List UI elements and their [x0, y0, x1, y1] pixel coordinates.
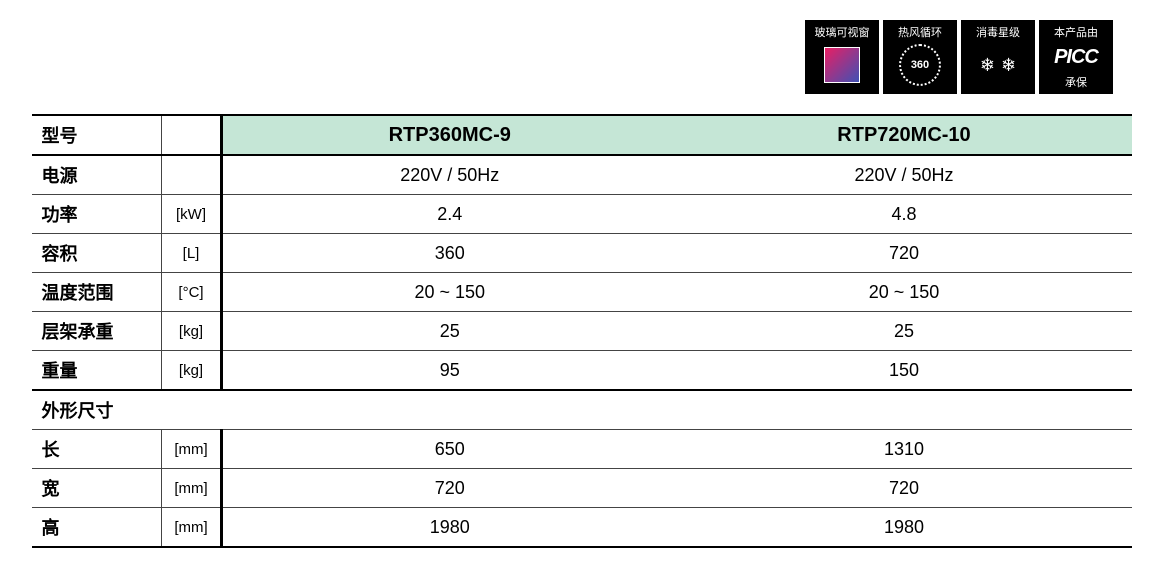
spec-table: 型号 RTP360MC-9 RTP720MC-10 电源 220V / 50Hz…	[32, 114, 1132, 548]
badge-title: 玻璃可视窗	[815, 24, 870, 40]
row-unit: [mm]	[162, 430, 222, 469]
row-value: 720	[677, 234, 1132, 273]
row-unit: [mm]	[162, 508, 222, 548]
row-label: 重量	[32, 351, 162, 391]
row-label: 容积	[32, 234, 162, 273]
row-value: 20 ~ 150	[222, 273, 677, 312]
table-row: 温度范围 [°C] 20 ~ 150 20 ~ 150	[32, 273, 1132, 312]
badge-glass-window: 玻璃可视窗	[805, 20, 879, 94]
table-row: 高 [mm] 1980 1980	[32, 508, 1132, 548]
badge-hot-air: 热风循环 360	[883, 20, 957, 94]
badge-bottom: 承保	[1065, 74, 1087, 90]
table-row: 长 [mm] 650 1310	[32, 430, 1132, 469]
row-unit	[162, 155, 222, 195]
table-row: 电源 220V / 50Hz 220V / 50Hz	[32, 155, 1132, 195]
picc-logo: PICC	[1039, 40, 1113, 74]
badge-title: 热风循环	[898, 24, 942, 40]
row-value: 360	[222, 234, 677, 273]
row-unit: [kW]	[162, 195, 222, 234]
row-value: 25	[222, 312, 677, 351]
row-label: 高	[32, 508, 162, 548]
snowflake-icon: ❄❄	[961, 40, 1035, 90]
row-value: 95	[222, 351, 677, 391]
gradient-square-icon	[805, 40, 879, 90]
row-label: 功率	[32, 195, 162, 234]
row-value: 1310	[677, 430, 1132, 469]
row-label: 宽	[32, 469, 162, 508]
dimensions-header-row: 外形尺寸	[32, 390, 1132, 430]
row-label: 层架承重	[32, 312, 162, 351]
row-value: 150	[677, 351, 1132, 391]
model-name-1: RTP360MC-9	[222, 115, 677, 155]
table-row: 层架承重 [kg] 25 25	[32, 312, 1132, 351]
model-label: 型号	[32, 115, 162, 155]
table-row: 功率 [kW] 2.4 4.8	[32, 195, 1132, 234]
circle-360-icon: 360	[883, 40, 957, 90]
row-label: 电源	[32, 155, 162, 195]
row-value: 1980	[222, 508, 677, 548]
table-row: 重量 [kg] 95 150	[32, 351, 1132, 391]
table-row: 容积 [L] 360 720	[32, 234, 1132, 273]
row-unit: [L]	[162, 234, 222, 273]
row-unit: [mm]	[162, 469, 222, 508]
row-label: 长	[32, 430, 162, 469]
model-name-2: RTP720MC-10	[677, 115, 1132, 155]
row-unit: [kg]	[162, 351, 222, 391]
row-value: 220V / 50Hz	[677, 155, 1132, 195]
table-row: 宽 [mm] 720 720	[32, 469, 1132, 508]
row-unit: [kg]	[162, 312, 222, 351]
row-label: 温度范围	[32, 273, 162, 312]
dimensions-label: 外形尺寸	[32, 390, 1132, 430]
row-value: 2.4	[222, 195, 677, 234]
row-value: 720	[677, 469, 1132, 508]
feature-badges: 玻璃可视窗 热风循环 360 消毒星级 ❄❄ 本产品由 PICC 承保	[20, 20, 1143, 94]
badge-title: 本产品由	[1054, 24, 1098, 40]
row-unit: [°C]	[162, 273, 222, 312]
badge-sterilize: 消毒星级 ❄❄	[961, 20, 1035, 94]
badge-picc: 本产品由 PICC 承保	[1039, 20, 1113, 94]
row-value: 220V / 50Hz	[222, 155, 677, 195]
row-value: 1980	[677, 508, 1132, 548]
row-value: 650	[222, 430, 677, 469]
row-value: 4.8	[677, 195, 1132, 234]
table-header-row: 型号 RTP360MC-9 RTP720MC-10	[32, 115, 1132, 155]
row-value: 720	[222, 469, 677, 508]
row-value: 20 ~ 150	[677, 273, 1132, 312]
unit-cell	[162, 115, 222, 155]
row-value: 25	[677, 312, 1132, 351]
badge-title: 消毒星级	[976, 24, 1020, 40]
